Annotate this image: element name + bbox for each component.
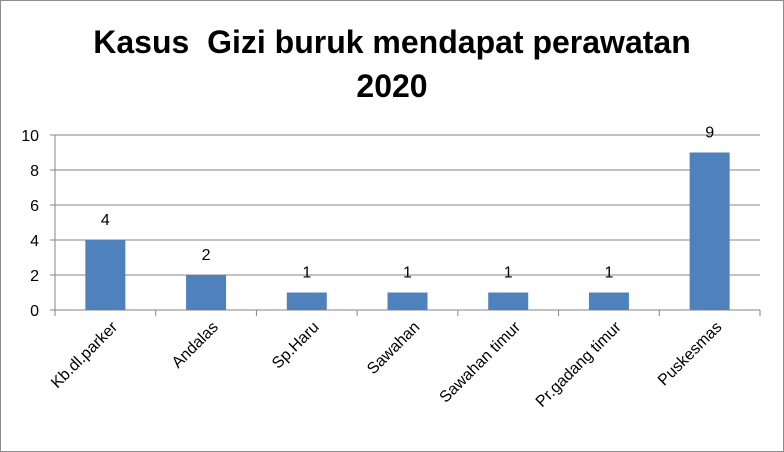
chart-title-line-1: Kasus Gizi buruk mendapat perawatan	[93, 24, 691, 60]
category-label: Sawahan timur	[437, 318, 525, 406]
y-tick-label: 2	[30, 268, 39, 285]
bar	[689, 152, 730, 310]
y-tick-label: 0	[30, 303, 39, 320]
category-label: Sp.Haru	[269, 319, 323, 373]
bar	[387, 292, 428, 310]
data-label: 2	[202, 247, 211, 264]
data-label: 4	[101, 212, 110, 229]
y-tick-label: 10	[21, 128, 39, 145]
bar	[85, 240, 126, 310]
data-label: 1	[604, 265, 613, 282]
y-tick-label: 8	[30, 163, 39, 180]
chart-title: Kasus Gizi buruk mendapat perawatan 2020	[0, 20, 784, 108]
category-label: Puskesmas	[655, 319, 726, 390]
data-label: 1	[302, 265, 311, 282]
category-label: Andalas	[169, 319, 222, 372]
chart-title-line-2: 2020	[356, 68, 428, 104]
bar	[186, 275, 227, 310]
category-label: Kb.dl.parker	[48, 318, 121, 391]
category-label: Sawahan	[364, 319, 423, 378]
bar	[286, 292, 327, 310]
category-label: Pr.gadang timur	[533, 318, 625, 410]
bar	[588, 292, 629, 310]
data-label: 1	[403, 265, 412, 282]
y-tick-label: 4	[30, 233, 39, 250]
y-tick-label: 6	[30, 198, 39, 215]
data-label: 1	[504, 265, 513, 282]
bar	[488, 292, 529, 310]
data-label: 9	[705, 125, 714, 142]
